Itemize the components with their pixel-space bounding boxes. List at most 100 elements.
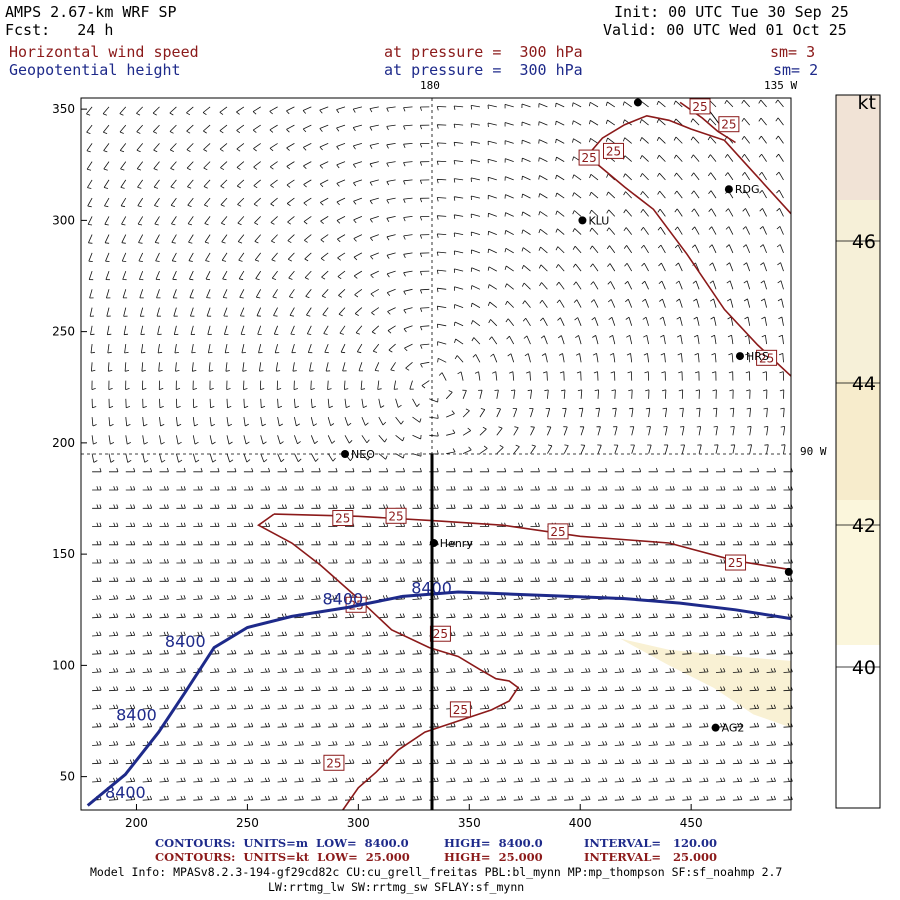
wind-barb: [463, 668, 473, 673]
wind-barb: [242, 362, 247, 372]
wind-barb: [92, 504, 102, 509]
wind-barb: [327, 416, 335, 427]
wind-barb: [361, 631, 372, 637]
wind-barb: [157, 344, 163, 354]
wind-barb: [323, 325, 329, 335]
wind-barb: [699, 559, 709, 564]
wind-barb: [581, 577, 591, 582]
wind-barb: [176, 398, 181, 409]
wind-barb: [125, 668, 136, 673]
wind-barb: [732, 577, 743, 582]
wind-barb: [378, 722, 389, 728]
wind-barb: [92, 704, 102, 710]
wind-barb: [227, 504, 237, 509]
wind-barb: [640, 227, 649, 235]
wind-barb: [412, 398, 420, 407]
wind-barb: [631, 559, 642, 564]
wind-barb: [631, 722, 642, 728]
wind-barb: [125, 595, 136, 600]
wind-barb: [156, 307, 162, 317]
wind-barb: [361, 577, 372, 582]
wind-barb: [741, 99, 751, 108]
wind-label-box: [429, 625, 451, 642]
wind-barb: [124, 362, 130, 372]
wind-barb: [243, 467, 254, 473]
wind-barb: [504, 212, 514, 217]
wind-barb: [597, 741, 608, 746]
wind-barb: [108, 795, 119, 801]
wind-barb: [674, 244, 683, 254]
wind-barb: [591, 317, 599, 326]
wind-barb: [193, 722, 203, 728]
wind-barb: [496, 445, 504, 454]
wind-barb: [108, 649, 119, 655]
wind-barb: [108, 435, 115, 445]
wind-barb: [541, 353, 548, 363]
wind-barb: [319, 179, 329, 188]
wind-barb: [193, 631, 203, 637]
wind-barb: [86, 161, 93, 171]
wind-barb: [125, 504, 136, 509]
wind-barb: [521, 229, 531, 235]
wind-barb: [124, 344, 129, 354]
wind-barb: [403, 106, 413, 112]
wind-barb: [642, 298, 649, 308]
wind-barb: [361, 668, 372, 673]
wind-barb: [558, 353, 565, 363]
wind-barb: [311, 722, 321, 728]
wind-barb: [479, 595, 490, 600]
wind-barb: [607, 299, 616, 308]
wind-barb: [219, 124, 228, 134]
plot-frame: [80, 97, 792, 811]
y-tick-label: 100: [52, 658, 75, 672]
wind-barb: [530, 668, 540, 673]
wind-barb: [429, 414, 439, 419]
wind-barb: [674, 190, 683, 199]
wind-barb: [254, 234, 262, 244]
wind-barb: [395, 540, 405, 546]
wind-barb: [369, 216, 379, 223]
wind-barb: [87, 179, 93, 189]
wind-barb: [530, 444, 536, 454]
wind-barb: [741, 172, 751, 181]
wind-barb: [496, 649, 507, 655]
wind-label-text: 25: [388, 509, 403, 523]
wind-barb: [438, 372, 447, 381]
wind-barb: [104, 234, 110, 244]
wind-barb: [487, 212, 497, 218]
wind-barb: [766, 722, 776, 728]
wind-barb: [159, 649, 169, 655]
colorbar-tick-label: 40: [852, 657, 876, 679]
wind-barb: [538, 193, 548, 199]
wind-barb: [159, 522, 169, 527]
wind-barb: [361, 649, 372, 655]
wind-barb: [176, 631, 186, 637]
wind-barb: [643, 334, 649, 345]
wind-barb: [631, 777, 642, 783]
wind-barb: [699, 540, 709, 546]
wind-barb: [572, 192, 582, 199]
wind-barb: [682, 467, 692, 473]
wind-barb: [631, 540, 642, 546]
wind-barb: [597, 631, 608, 637]
wind-barb: [187, 216, 194, 226]
wind-barb: [260, 398, 266, 409]
wind-barb: [328, 613, 338, 619]
wind-barb: [174, 344, 179, 354]
wind-barb: [108, 595, 119, 600]
wind-barb: [613, 444, 619, 454]
wind-barb: [260, 649, 271, 655]
wind-barb: [547, 577, 557, 582]
wind-barb: [496, 467, 507, 473]
wind-barb: [487, 230, 497, 236]
wind-barb: [538, 157, 548, 162]
wind-barb: [142, 704, 153, 710]
wind-barb: [682, 722, 692, 728]
wind-barb: [629, 407, 634, 418]
wind-barb: [564, 577, 574, 582]
wind-label-text: 25: [433, 627, 448, 641]
wind-barb: [676, 298, 683, 308]
wind-barb: [104, 197, 110, 208]
wind-barb: [614, 777, 625, 783]
wind-barb: [665, 649, 675, 655]
